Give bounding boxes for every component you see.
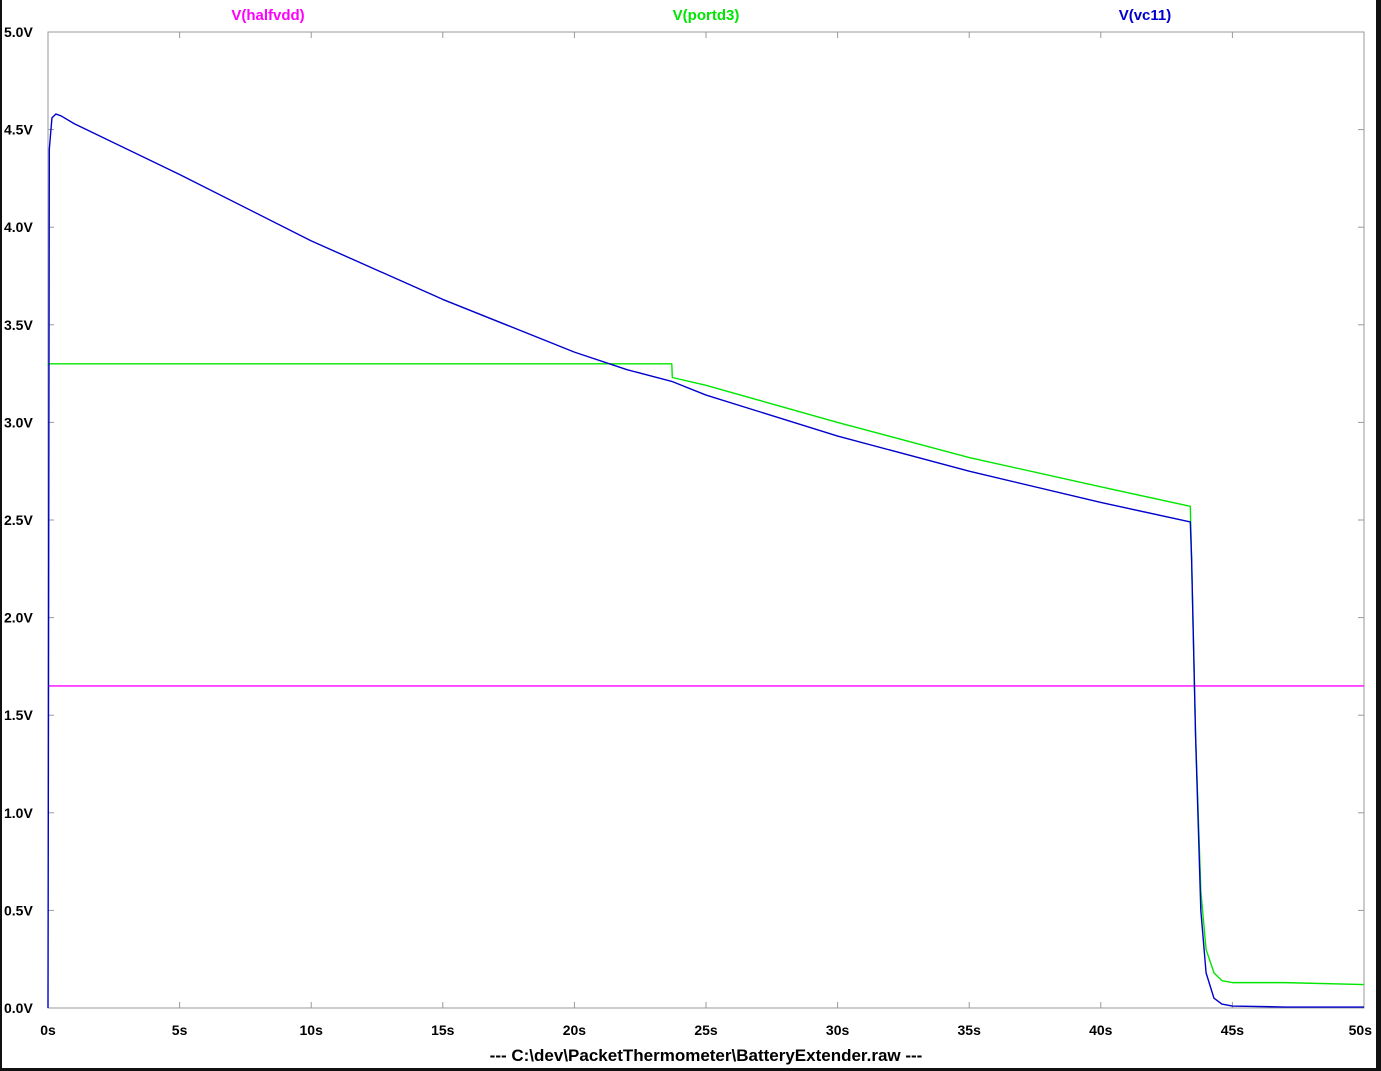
y-axis: 0.0V 0.5V 1.0V 1.5V 2.0V 2.5V 3.0V 3.5V 4.0V 4.5V… (4, 24, 1364, 1016)
traces (47, 113, 1365, 1009)
y-tick-label: 4.0V (4, 219, 33, 235)
y-tick-label: 5.0V (4, 24, 33, 40)
legend-label[interactable]: V(vc11) (1119, 7, 1172, 24)
x-axis: 0s 5s 10s 15s 20s 25s 30s 35s 40s 45s 50s (40, 32, 1372, 1038)
x-tick-label: 35s (958, 1022, 982, 1038)
y-tick-label: 1.5V (4, 707, 33, 723)
x-tick-label: 45s (1221, 1022, 1245, 1038)
legend: V(halfvdd) V(portd3) V(vc11) (231, 7, 1171, 24)
x-tick-label: 10s (300, 1022, 324, 1038)
x-tick-label: 40s (1089, 1022, 1113, 1038)
footer-filename: --- C:\dev\PacketThermometer\BatteryExte… (490, 1046, 923, 1065)
y-tick-label: 1.0V (4, 805, 33, 821)
legend-label[interactable]: V(halfvdd) (231, 7, 304, 24)
x-tick-label: 20s (563, 1022, 587, 1038)
x-tick-label: 5s (172, 1022, 188, 1038)
y-tick-label: 0.0V (4, 1000, 33, 1016)
x-tick-label: 50s (1349, 1022, 1373, 1038)
y-tick-label: 4.5V (4, 122, 33, 138)
plot-area-border (47, 31, 1365, 1009)
x-tick-label: 0s (40, 1022, 56, 1038)
y-tick-label: 0.5V (4, 902, 33, 918)
y-tick-label: 3.0V (4, 414, 33, 430)
x-tick-label: 25s (694, 1022, 718, 1038)
y-tick-label: 3.5V (4, 317, 33, 333)
y-tick-label: 2.0V (4, 610, 33, 626)
trace-v-vc11 (47, 113, 1364, 1009)
x-tick-label: 15s (431, 1022, 455, 1038)
trace-v-portd3 (47, 363, 1365, 986)
y-tick-label: 2.5V (4, 512, 33, 528)
x-tick-label: 30s (826, 1022, 850, 1038)
legend-label[interactable]: V(portd3) (673, 7, 740, 24)
